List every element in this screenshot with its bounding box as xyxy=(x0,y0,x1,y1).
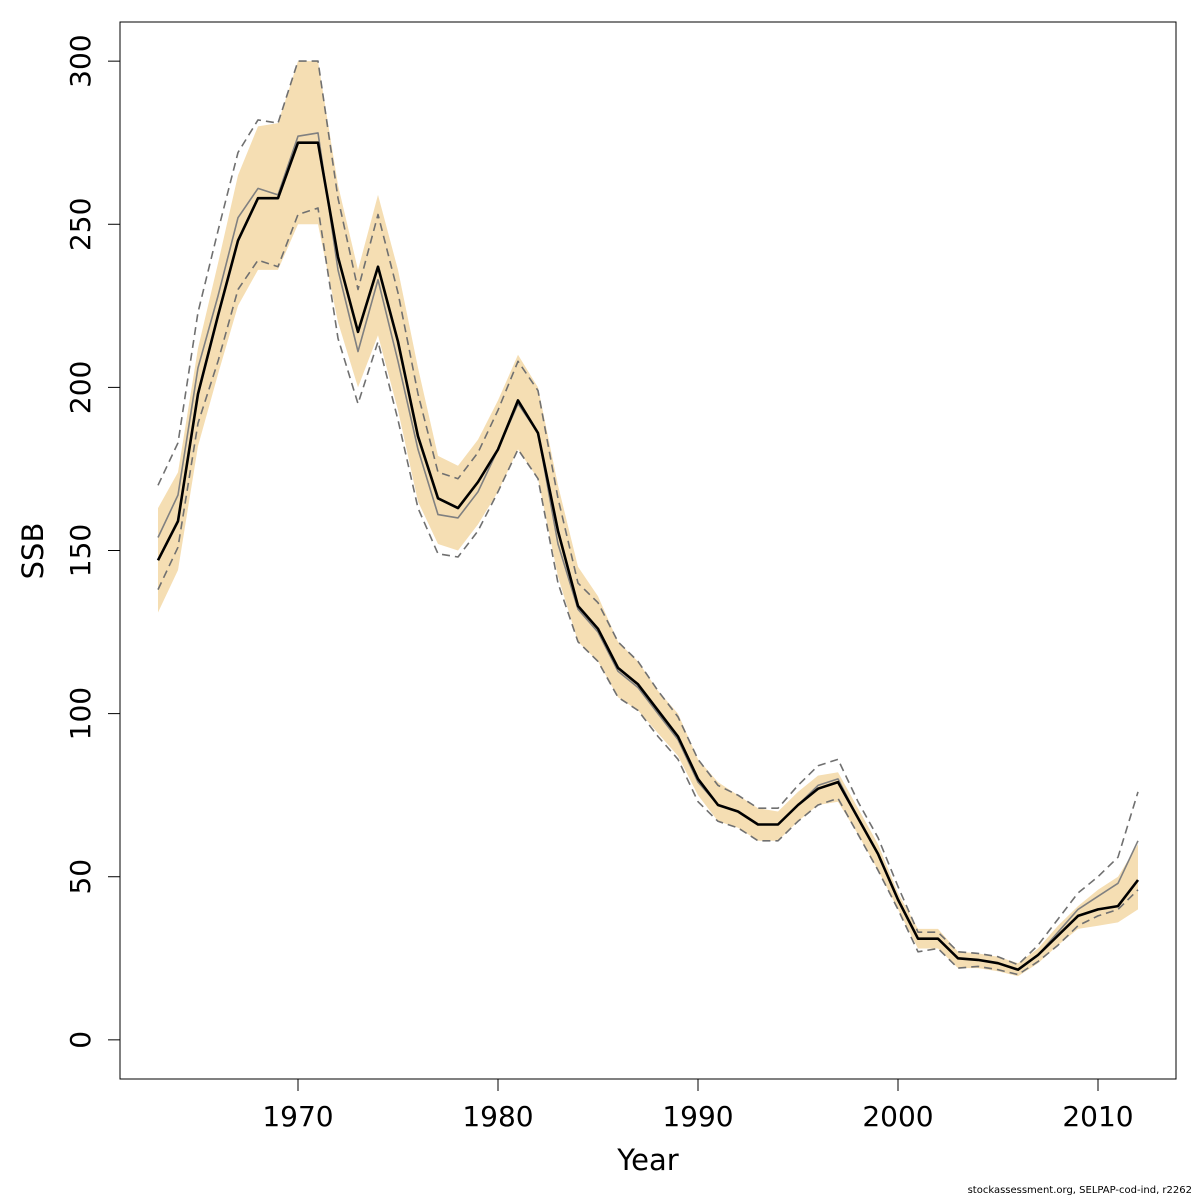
dashed-upper-line xyxy=(157,60,1139,966)
axis-layer: 1970 1980 1990 2000 2010 0 50 100 150 200 250 300 xyxy=(64,34,1134,1133)
ssb-estimate-line xyxy=(156,141,1140,972)
dashed-lower-line xyxy=(157,207,1139,976)
x-tick-label: 2010 xyxy=(1062,1100,1133,1133)
y-tick-label: 150 xyxy=(64,524,97,577)
confidence-band xyxy=(158,61,1138,977)
x-tick-label: 1990 xyxy=(662,1100,733,1133)
y-axis-title: SSB xyxy=(16,523,50,580)
footer-credit: stockassessment.org, SELPAP-cod-ind, r22… xyxy=(967,1185,1192,1196)
y-tick-label: 300 xyxy=(64,34,97,87)
y-tick-label: 100 xyxy=(64,687,97,740)
y-tick-label: 0 xyxy=(64,1031,97,1049)
y-tick-label: 200 xyxy=(64,361,97,414)
y-tick-label: 50 xyxy=(64,859,97,895)
y-tick-label: 250 xyxy=(64,198,97,251)
x-axis-title: Year xyxy=(616,1143,678,1177)
x-tick-label: 1970 xyxy=(262,1100,333,1133)
plot-layer xyxy=(156,60,1140,977)
x-tick-label: 1980 xyxy=(462,1100,533,1133)
x-tick-label: 2000 xyxy=(862,1100,933,1133)
